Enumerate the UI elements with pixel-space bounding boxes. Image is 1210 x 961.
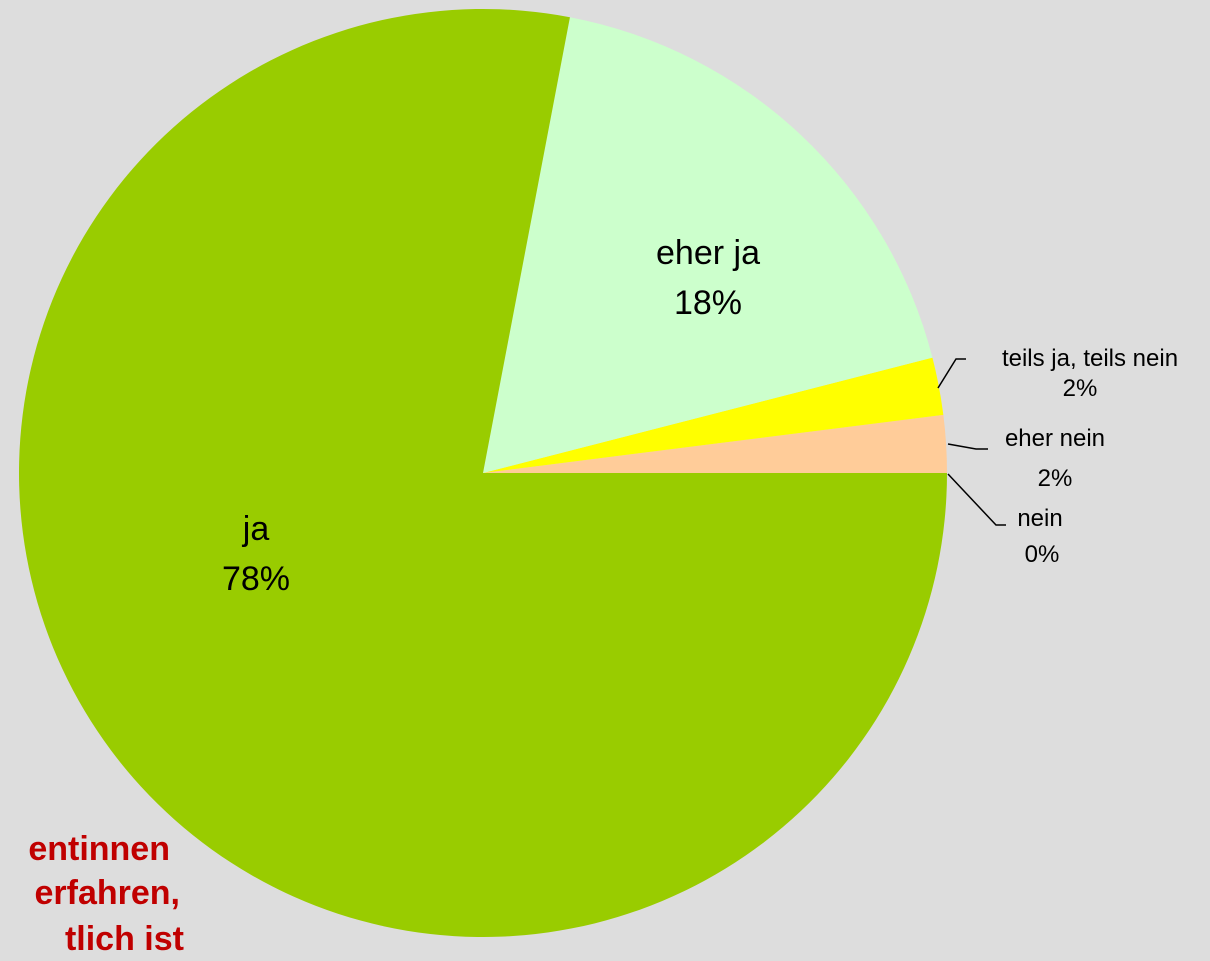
slice-label-teils-name: teils ja, teils nein — [1002, 345, 1178, 372]
leader-teils — [937, 358, 966, 389]
pie-slice-eher-ja — [483, 17, 933, 473]
overlay-text-line-2: erfahren, — [34, 874, 181, 912]
slice-label-teils-value: 2% — [1063, 375, 1098, 402]
leader-eher-nein — [947, 443, 988, 450]
slice-label-ja-value: 78% — [222, 560, 290, 598]
slice-label-eher-ja-name: eher ja — [656, 234, 760, 272]
slice-label-ja-name: ja — [242, 510, 270, 548]
pie-chart: ja 78% eher ja 18% teils ja, teils nein 2% ehe… — [18, 8, 1178, 937]
pie-slices — [18, 8, 948, 937]
overlay-text-line-1: entinnen — [28, 830, 170, 868]
slice-label-eher-nein-name: eher nein — [1005, 425, 1105, 452]
slice-label-eher-nein-value: 2% — [1038, 465, 1073, 492]
slice-labels: ja 78% eher ja 18% teils ja, teils nein 2% ehe… — [222, 234, 1178, 598]
leader-lines — [937, 358, 1006, 526]
slice-label-eher-ja-value: 18% — [674, 284, 742, 322]
pie-slice-ja — [18, 8, 948, 937]
pie-slice-eher-nein — [483, 414, 947, 473]
leader-nein — [947, 473, 1006, 526]
slice-label-nein-value: 0% — [1025, 541, 1060, 568]
slice-label-nein-name: nein — [1017, 505, 1062, 532]
pie-slice-teils-ja-teils-nein — [483, 357, 944, 473]
overlay-text-line-3: tlich ist — [64, 920, 184, 958]
